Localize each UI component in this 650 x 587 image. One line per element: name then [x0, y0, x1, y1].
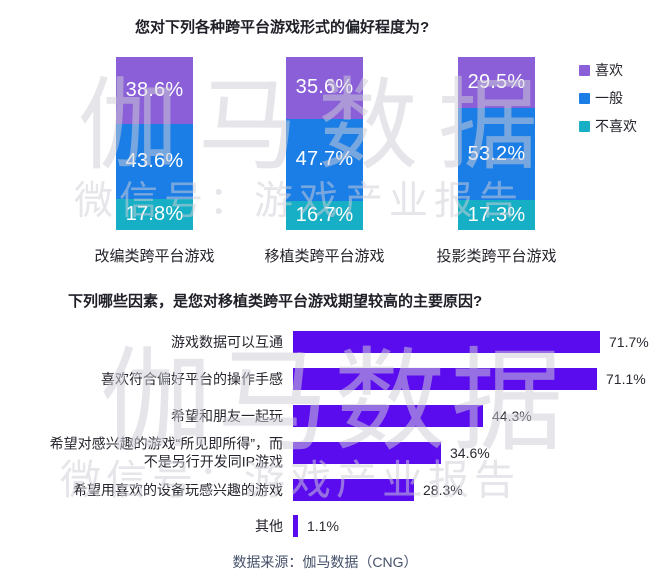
- stacked-bar-chart: 38.6% 43.6% 17.8% 改编类跨平台游戏 35.6% 47.7% 16.7% 移植…: [0, 57, 650, 287]
- hbar-row: 希望用喜欢的设备玩感兴趣的游戏 28.3%: [0, 468, 650, 512]
- bar-segment-like: 29.5%: [458, 57, 535, 109]
- hbar-value-label: 34.6%: [450, 445, 490, 461]
- hbar-category-label: 希望用喜欢的设备玩感兴趣的游戏: [73, 481, 283, 498]
- bar-segment-neutral: 53.2%: [458, 108, 535, 201]
- hbar-bar: [293, 331, 600, 353]
- hbar-row: 希望对感兴趣的游戏“所见即所得”，而不是另行开发同IP游戏 34.6%: [0, 431, 650, 475]
- bar-segment-dislike: 17.8%: [116, 199, 193, 230]
- hbar-category-label: 游戏数据可以互通: [171, 333, 283, 350]
- hbar-value-label: 71.7%: [609, 334, 649, 350]
- bar-segment-neutral: 47.7%: [286, 118, 363, 202]
- segment-value-label: 35.6%: [295, 76, 354, 99]
- legend-swatch-neutral: [579, 92, 590, 104]
- hbar-value-label: 28.3%: [423, 482, 463, 498]
- stacked-bar-column: 35.6% 47.7% 16.7%: [286, 57, 363, 230]
- bar-segment-like: 35.6%: [286, 57, 363, 119]
- bar-segment-dislike: 16.7%: [286, 201, 363, 230]
- hbar-row: 游戏数据可以互通 71.7%: [0, 320, 650, 364]
- legend-item-like: 喜欢: [579, 62, 637, 78]
- bar-segment-dislike: 17.3%: [458, 200, 535, 230]
- legend-item-neutral: 一般: [579, 90, 637, 106]
- legend-item-dislike: 不喜欢: [579, 118, 637, 134]
- data-source-note: 数据来源：伽马数据（CNG）: [232, 554, 418, 570]
- legend-label: 喜欢: [595, 62, 623, 78]
- hbar-bar: [293, 479, 414, 501]
- hbar-row: 其他 1.1%: [0, 504, 650, 548]
- hbar-bar: [293, 442, 441, 464]
- hbar-value-label: 71.1%: [606, 371, 646, 387]
- category-label: 移植类跨平台游戏: [264, 248, 385, 265]
- bar-segment-like: 38.6%: [116, 57, 193, 124]
- segment-value-label: 38.6%: [125, 78, 184, 101]
- hbar-chart-title: 下列哪些因素，是您对移植类跨平台游戏期望较高的主要原因?: [68, 293, 483, 310]
- legend-label: 不喜欢: [595, 118, 637, 134]
- legend-swatch-like: [579, 64, 590, 76]
- chart-legend: 喜欢 一般 不喜欢: [579, 62, 637, 146]
- hbar-value-label: 1.1%: [307, 518, 339, 534]
- hbar-category-label: 喜欢符合偏好平台的操作手感: [101, 370, 283, 387]
- legend-label: 一般: [595, 90, 623, 106]
- category-label: 改编类跨平台游戏: [94, 248, 215, 265]
- segment-value-label: 47.7%: [295, 148, 354, 171]
- segment-value-label: 17.8%: [125, 203, 184, 226]
- hbar-row: 希望和朋友一起玩 44.3%: [0, 394, 650, 438]
- hbar-category-label: 其他: [255, 517, 283, 534]
- bar-segment-neutral: 43.6%: [116, 123, 193, 200]
- stacked-chart-title: 您对下列各种跨平台游戏形式的偏好程度为?: [135, 19, 430, 36]
- segment-value-label: 53.2%: [467, 142, 526, 165]
- hbar-category-label: 希望对感兴趣的游戏“所见即所得”，而不是另行开发同IP游戏: [49, 435, 283, 470]
- segment-value-label: 43.6%: [125, 149, 184, 172]
- segment-value-label: 16.7%: [295, 204, 354, 227]
- hbar-category-label: 希望和朋友一起玩: [171, 407, 283, 424]
- stacked-bar-column: 29.5% 53.2% 17.3%: [458, 57, 535, 230]
- hbar-value-label: 44.3%: [492, 408, 532, 424]
- hbar-row: 喜欢符合偏好平台的操作手感 71.1%: [0, 357, 650, 401]
- stacked-bar-column: 38.6% 43.6% 17.8%: [116, 57, 193, 230]
- hbar-bar: [293, 515, 298, 537]
- hbar-bar: [293, 368, 597, 390]
- legend-swatch-dislike: [579, 120, 590, 132]
- category-label: 投影类跨平台游戏: [436, 248, 557, 265]
- segment-value-label: 17.3%: [467, 203, 526, 226]
- segment-value-label: 29.5%: [467, 71, 526, 94]
- hbar-bar: [293, 405, 483, 427]
